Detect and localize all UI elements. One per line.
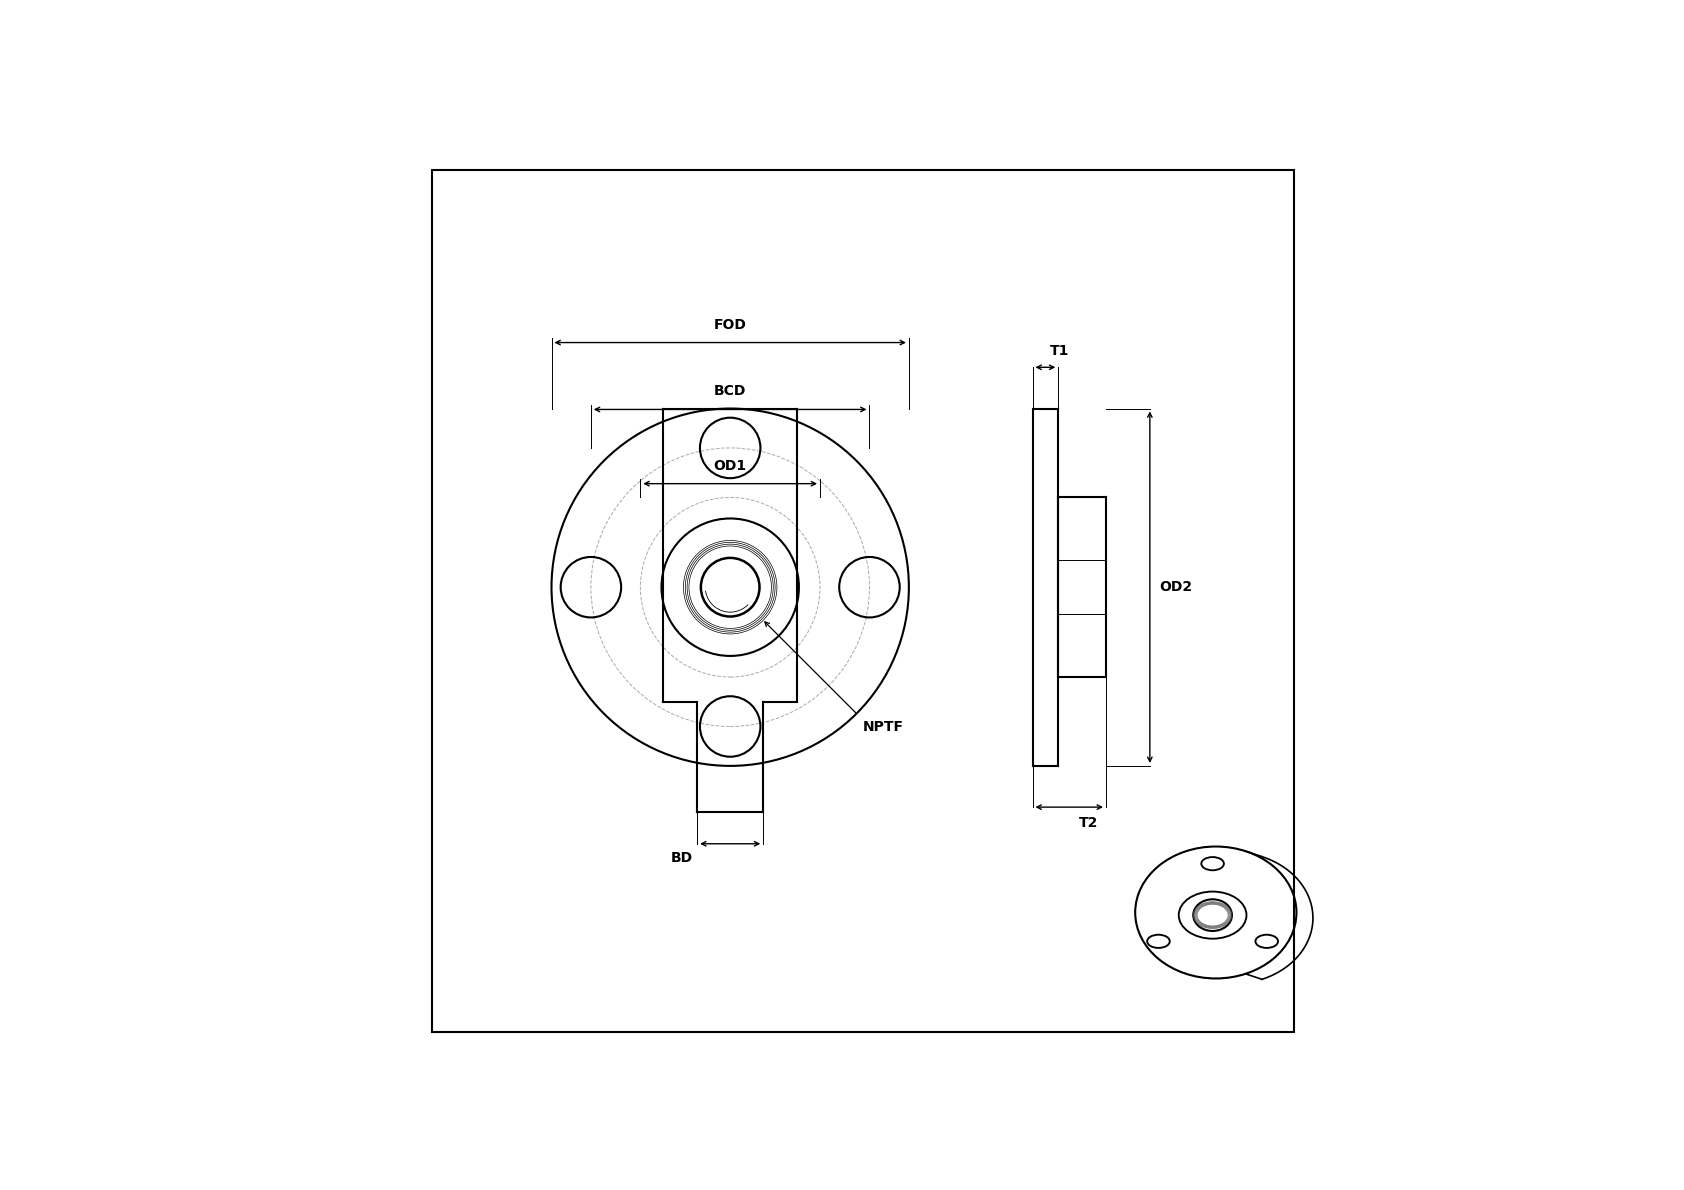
Text: T2: T2: [1078, 816, 1098, 831]
Text: NPTF: NPTF: [864, 720, 904, 734]
Text: T1: T1: [1051, 344, 1069, 358]
Text: BD: BD: [670, 851, 692, 865]
Text: OD1: OD1: [714, 458, 746, 472]
Text: FOD: FOD: [714, 318, 746, 332]
Text: OD2: OD2: [1159, 581, 1192, 594]
Text: BCD: BCD: [714, 384, 746, 399]
